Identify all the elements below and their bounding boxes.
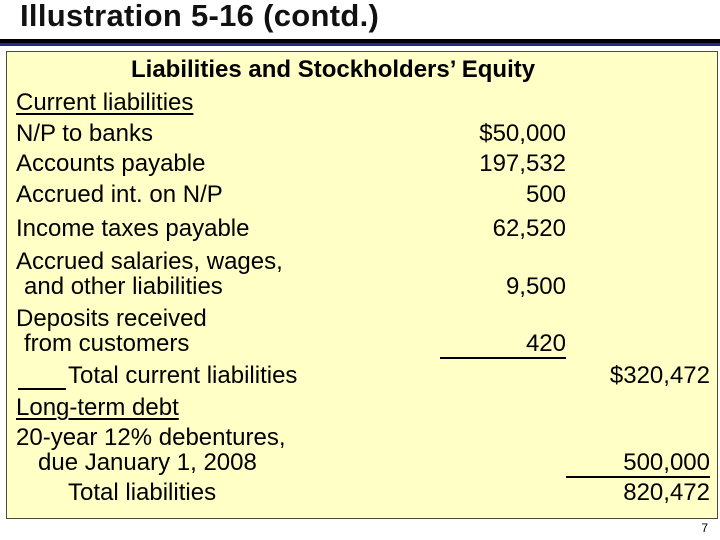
subtotal-underline bbox=[440, 357, 566, 359]
total-liabilities-label: Total liabilities bbox=[68, 479, 217, 506]
item-amount-income-taxes: 62,520 bbox=[492, 215, 566, 242]
total-current-amount: $320,472 bbox=[609, 362, 710, 389]
item-amount-accounts-payable: 197,532 bbox=[479, 150, 566, 177]
debentures-label-l2: due January 1, 2008 bbox=[38, 449, 257, 476]
long-term-underline bbox=[566, 476, 710, 478]
total-indent-underline bbox=[18, 388, 66, 390]
section-heading: Liabilities and Stockholders’ Equity bbox=[131, 56, 536, 83]
current-liabilities-heading: Current liabilities bbox=[16, 89, 194, 116]
slide-title: Illustration 5-16 (contd.) bbox=[20, 0, 380, 33]
item-label-accrued-salaries-l1: Accrued salaries, wages, bbox=[16, 248, 283, 275]
title-rule bbox=[0, 39, 720, 43]
item-amount-accrued-interest: 500 bbox=[525, 181, 566, 208]
item-label-deposits-l1: Deposits received bbox=[16, 305, 207, 332]
debentures-amount: 500,000 bbox=[623, 449, 710, 476]
total-current-label: Total current liabilities bbox=[68, 362, 298, 389]
debentures-label-l1: 20-year 12% debentures, bbox=[16, 424, 286, 451]
balance-sheet-panel bbox=[6, 51, 718, 519]
item-label-accrued-salaries-l2: and other liabilities bbox=[24, 273, 223, 300]
long-term-debt-heading: Long-term debt bbox=[16, 394, 179, 421]
total-liabilities-amount: 820,472 bbox=[623, 479, 710, 506]
item-label-accounts-payable: Accounts payable bbox=[16, 150, 206, 177]
item-label-accrued-interest: Accrued int. on N/P bbox=[16, 181, 223, 208]
item-amount-accrued-salaries: 9,500 bbox=[505, 273, 566, 300]
item-amount-deposits: 420 bbox=[525, 330, 566, 357]
item-label-np-banks: N/P to banks bbox=[16, 120, 153, 147]
item-label-deposits-l2: from customers bbox=[24, 330, 190, 357]
item-amount-np-banks: $50,000 bbox=[479, 120, 566, 147]
page-number: 7 bbox=[701, 521, 708, 535]
title-rule-accent bbox=[0, 43, 720, 46]
item-label-income-taxes: Income taxes payable bbox=[16, 215, 250, 242]
